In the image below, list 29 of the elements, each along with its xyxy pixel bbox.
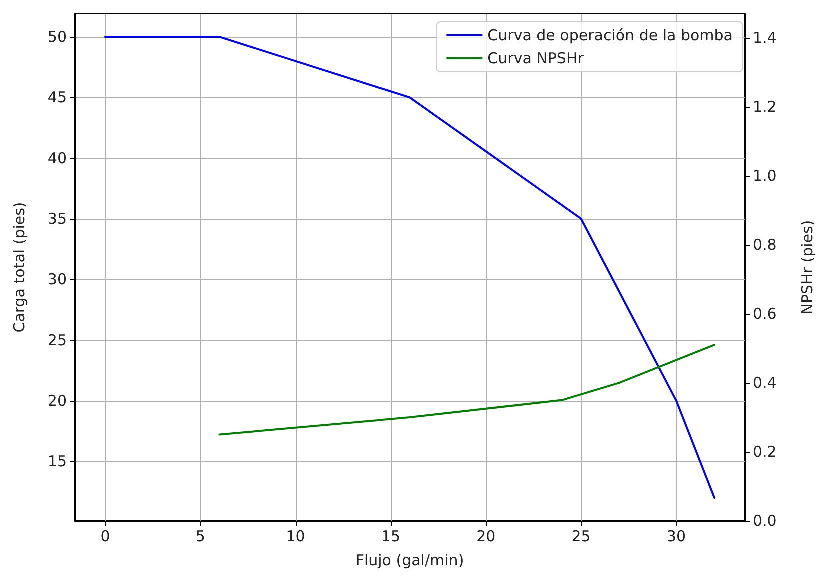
y-tick-label: 45 (48, 88, 67, 107)
legend-label: Curva NPSHr (488, 50, 585, 68)
y2-tick-label: 1.0 (753, 167, 777, 186)
x-axis-title: Flujo (gal/min) (356, 552, 464, 570)
y2-tick-label: 1.2 (753, 98, 777, 116)
x-tick-label: 30 (666, 528, 686, 546)
line-series (218, 344, 716, 436)
y-tick-label: 20 (48, 392, 67, 410)
y2-tick-label: 0.8 (753, 236, 777, 254)
y-tick-label: 50 (48, 28, 67, 46)
x-tick-label: 25 (572, 528, 591, 546)
x-tick-label: 0 (100, 528, 110, 546)
y2-tick-label: 0.0 (753, 512, 777, 530)
legend-label: Curva de operación de la bomba (488, 26, 734, 44)
y-axis-title: Carga total (pies) (10, 202, 28, 333)
y-tick-label: 15 (48, 452, 67, 471)
y-tick-label: 35 (48, 210, 67, 228)
y2-tick-label: 0.2 (753, 443, 777, 462)
x-tick-label: 5 (196, 528, 206, 546)
x-tick-label: 10 (286, 528, 306, 546)
y-tick-label: 25 (48, 331, 67, 350)
y2-tick-label: 1.4 (753, 29, 777, 48)
x-tick-label: 15 (381, 528, 401, 546)
y-tick-label: 40 (48, 149, 67, 168)
y-tick-label: 30 (48, 270, 67, 289)
y2-axis-title: NPSHr (pies) (798, 220, 816, 315)
y2-tick-label: 0.6 (753, 305, 777, 324)
y2-tick-label: 0.4 (753, 374, 777, 392)
x-tick-label: 20 (476, 528, 496, 546)
